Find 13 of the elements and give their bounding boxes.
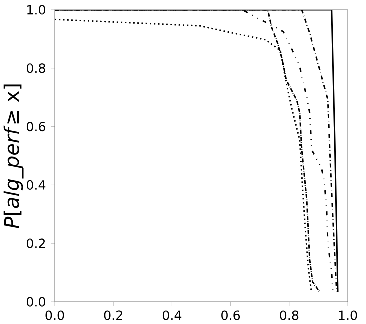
y-tick-label: 0.8 [26, 64, 46, 74]
y-tick-label: 0.2 [26, 238, 46, 248]
x-tick-label: 0.4 [162, 310, 182, 320]
x-tick-label: 0.8 [280, 310, 299, 320]
y-axis-title: P[alg_perf≥ x] [4, 84, 24, 228]
x-tick-label: 0.2 [104, 310, 122, 320]
y-tick-label: 0.0 [26, 297, 46, 307]
x-tick-label: 1.0 [339, 310, 358, 320]
y-tick-label: 0.4 [26, 180, 46, 190]
x-tick-label: 0.6 [222, 310, 240, 320]
y-tick-label: 0.6 [26, 122, 46, 132]
x-tick-label: 0.0 [46, 310, 64, 320]
y-tick-label: 1.0 [28, 5, 46, 15]
